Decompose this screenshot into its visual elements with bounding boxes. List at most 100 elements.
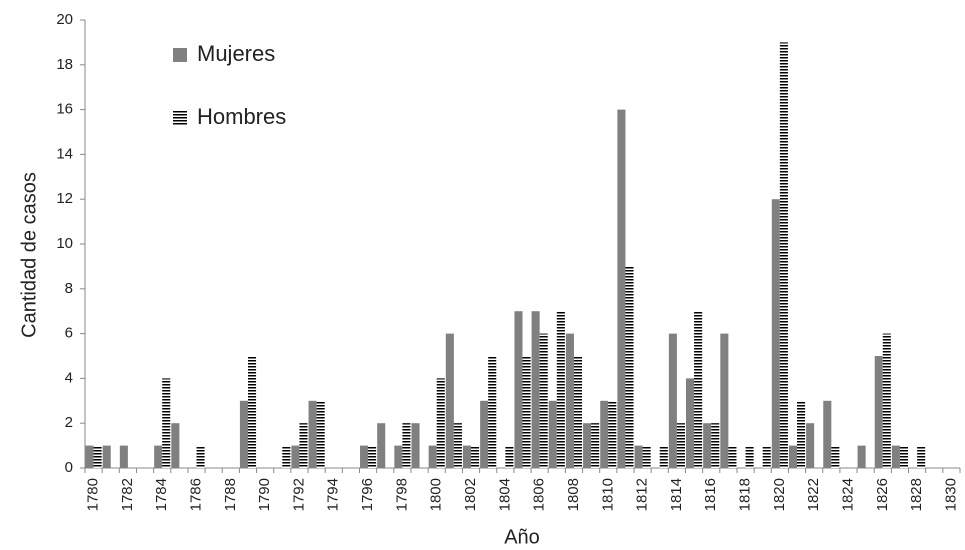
bar: [462, 445, 472, 468]
bar: [762, 445, 771, 468]
bar: [514, 311, 523, 468]
x-tick-label: 1812: [634, 478, 651, 511]
bar: [480, 400, 489, 468]
bar: [728, 445, 737, 468]
x-tick-label: 1820: [771, 478, 788, 511]
bar: [436, 378, 445, 468]
y-tick-label: 18: [56, 56, 73, 73]
bar: [573, 356, 583, 468]
bar: [806, 423, 815, 468]
bar: [831, 445, 840, 468]
x-tick-label: 1822: [805, 478, 822, 511]
x-tick-label: 1828: [908, 478, 925, 511]
y-tick-label: 10: [56, 235, 73, 252]
y-tick-label: 14: [56, 145, 73, 162]
bar: [583, 423, 592, 468]
bar: [308, 400, 317, 468]
bar: [711, 423, 720, 468]
y-tick-label: 2: [65, 414, 73, 431]
x-tick-label: 1818: [737, 478, 754, 511]
bar: [428, 445, 437, 468]
y-tick-label: 8: [65, 280, 73, 297]
bar: [93, 445, 102, 468]
y-tick-label: 20: [56, 11, 73, 28]
x-tick-label: 1782: [119, 478, 136, 511]
x-tick-label: 1806: [531, 478, 548, 511]
bar: [522, 356, 531, 468]
bar: [565, 333, 574, 468]
legend-swatch: [173, 48, 187, 62]
bar: [360, 445, 369, 468]
bar: [600, 400, 609, 468]
bar: [874, 356, 883, 468]
bar: [891, 445, 900, 468]
bar: [548, 400, 557, 468]
bar: [119, 445, 128, 468]
bar: [642, 445, 651, 468]
bar: [779, 42, 788, 469]
bar: [247, 356, 257, 468]
bar: [445, 333, 454, 468]
x-tick-label: 1814: [668, 478, 685, 511]
bar: [488, 356, 497, 468]
x-tick-label: 1802: [462, 478, 479, 511]
bar: [591, 423, 600, 468]
x-tick-label: 1786: [187, 478, 204, 511]
bar: [402, 423, 411, 468]
bar: [368, 445, 377, 468]
bar: [394, 445, 403, 468]
bar: [299, 423, 308, 468]
bar: [282, 445, 291, 468]
x-tick-label: 1830: [942, 478, 959, 511]
x-tick-label: 1784: [153, 478, 170, 511]
bar: [745, 445, 754, 468]
legend-label: Mujeres: [197, 41, 275, 66]
y-tick-label: 4: [65, 369, 73, 386]
legend-label: Hombres: [197, 104, 286, 129]
bar: [694, 311, 703, 468]
bar: [102, 445, 111, 468]
y-tick-label: 16: [56, 101, 73, 118]
bar: [531, 311, 540, 468]
bar: [196, 445, 205, 468]
bar: [703, 423, 712, 468]
x-tick-label: 1790: [256, 478, 273, 511]
bar: [771, 199, 780, 468]
x-tick-label: 1794: [325, 478, 342, 511]
bar: [505, 445, 514, 468]
bar: [85, 445, 94, 468]
bar: [171, 423, 180, 468]
x-tick-label: 1792: [290, 478, 307, 511]
bar: [377, 423, 386, 468]
bar: [608, 400, 617, 468]
bar: [686, 378, 695, 468]
x-tick-label: 1804: [496, 478, 513, 511]
bar: [823, 400, 832, 468]
bar: [720, 333, 729, 468]
bar: [539, 333, 548, 468]
bar: [316, 400, 325, 468]
bar: [471, 445, 480, 468]
bar: [917, 445, 926, 468]
x-tick-label: 1826: [874, 478, 891, 511]
bar: [668, 333, 677, 468]
legend-swatch: [173, 111, 187, 125]
x-tick-label: 1824: [839, 478, 856, 511]
bar: [162, 378, 171, 468]
bar: [882, 333, 891, 468]
x-tick-label: 1780: [85, 478, 102, 511]
bar: [634, 445, 643, 468]
bar: [625, 266, 634, 468]
bar: [239, 400, 248, 468]
y-axis-label: Cantidad de casos: [18, 172, 40, 338]
x-tick-label: 1796: [359, 478, 376, 511]
y-tick-label: 12: [56, 190, 73, 207]
bar: [453, 423, 462, 468]
x-tick-label: 1788: [222, 478, 239, 511]
bar: [617, 109, 626, 468]
y-tick-label: 6: [65, 325, 73, 342]
x-axis-label: Año: [504, 526, 540, 548]
bar: [556, 311, 565, 468]
bar: [676, 423, 685, 468]
bar: [899, 445, 909, 468]
